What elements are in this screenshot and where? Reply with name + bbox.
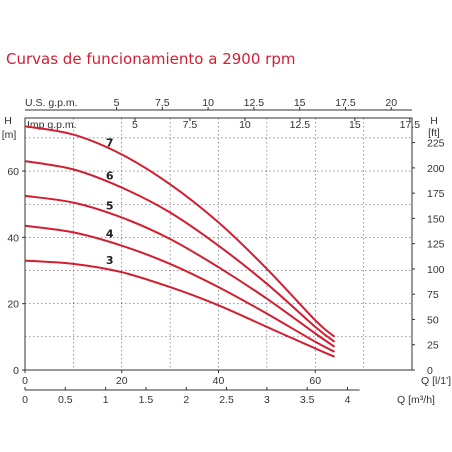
plot-frame	[24, 117, 413, 371]
usgpm-axis-tick-label: 5	[114, 97, 120, 109]
usgpm-axis-tick-label: 10	[202, 97, 214, 109]
right-axis-tick-label: 150	[427, 213, 445, 225]
chart-title: Curvas de funcionamiento a 2900 rpm	[6, 50, 295, 68]
m3h-axis-tick-label: 3.5	[300, 394, 315, 406]
curve-label-6: 6	[106, 170, 114, 183]
curve-label-5: 5	[106, 199, 114, 212]
left-axis-tick-label: 0	[13, 365, 19, 377]
curve-4	[24, 224, 336, 353]
right-axis-tick-label: 50	[427, 314, 439, 326]
impgpm-axis-tick-label: 5	[132, 119, 138, 131]
right-axis-tick-label: 100	[427, 264, 445, 276]
impgpm-axis-tick-label: 12.5	[290, 119, 311, 131]
lmin-axis-tick-label: 40	[213, 375, 225, 387]
right-axis-tick-label: 0	[427, 365, 433, 377]
right-axis-tick-label: 125	[427, 239, 445, 251]
usgpm-axis-tick-label: 7.5	[155, 97, 170, 109]
m3h-axis-tick-label: 0	[22, 394, 28, 406]
plot-area-border	[24, 117, 413, 371]
lmin-axis-label: Q [l/1']	[421, 375, 451, 387]
m3h-axis-tick-label: 1	[103, 394, 109, 406]
usgpm-axis-tick-label: 20	[385, 97, 397, 109]
m3h-axis-tick-label: 4	[345, 394, 351, 406]
right-axis-tick-label: 75	[427, 289, 439, 301]
right-axis-tick-label: 175	[427, 188, 445, 200]
right-axis-tick-label: 25	[427, 340, 439, 352]
m3h-axis-tick-label: 2	[183, 394, 189, 406]
usgpm-axis-tick-label: 12.5	[244, 97, 265, 109]
curve-label-4: 4	[106, 228, 114, 241]
performance-curves: 3 4 5 6 7	[24, 125, 336, 358]
curve-6	[24, 160, 336, 343]
right-axis-label-symbol: H	[430, 115, 438, 127]
right-axis-label-unit: [ft]	[428, 127, 440, 139]
curve-label-7: 7	[106, 136, 114, 149]
grid-lines	[25, 118, 412, 370]
m3h-axis-tick-label: 3	[264, 394, 270, 406]
impgpm-axis-tick-label: 7.5	[183, 119, 198, 131]
impgpm-axis-tick-label: 17.5	[400, 119, 421, 131]
usgpm-axis-tick-label: 17.5	[335, 97, 356, 109]
m3h-axis-tick-label: 0.5	[58, 394, 73, 406]
m3h-axis-tick-label: 1.5	[139, 394, 154, 406]
left-axis-tick-label: 40	[7, 232, 19, 244]
impgpm-axis-tick-label: 15	[349, 119, 361, 131]
usgpm-axis-tick-label: 15	[294, 97, 306, 109]
curve-3	[24, 259, 335, 358]
left-axis-label-unit: [m]	[2, 129, 17, 141]
right-axis-tick-label: 200	[427, 163, 445, 175]
left-axis-tick-label: 60	[7, 166, 19, 178]
m3h-axis-label: Q [m³/h]	[397, 394, 435, 406]
impgpm-axis-tick-label: 10	[239, 119, 251, 131]
axes: 0204060H[m]0255075100125150175200225H[ft…	[2, 97, 451, 406]
left-axis-label-symbol: H	[4, 115, 12, 127]
m3h-axis-tick-label: 2.5	[219, 394, 234, 406]
curve-5	[24, 194, 336, 348]
lmin-axis-tick-label: 60	[309, 375, 321, 387]
lmin-axis-tick-label: 20	[116, 375, 128, 387]
curve-label-3: 3	[106, 254, 114, 267]
usgpm-axis-label: U.S. g.p.m.	[25, 97, 78, 109]
curve-7	[24, 125, 336, 338]
lmin-axis-tick-label: 0	[22, 375, 28, 387]
right-axis-tick-label: 225	[427, 138, 445, 150]
left-axis-tick-label: 20	[7, 299, 19, 311]
